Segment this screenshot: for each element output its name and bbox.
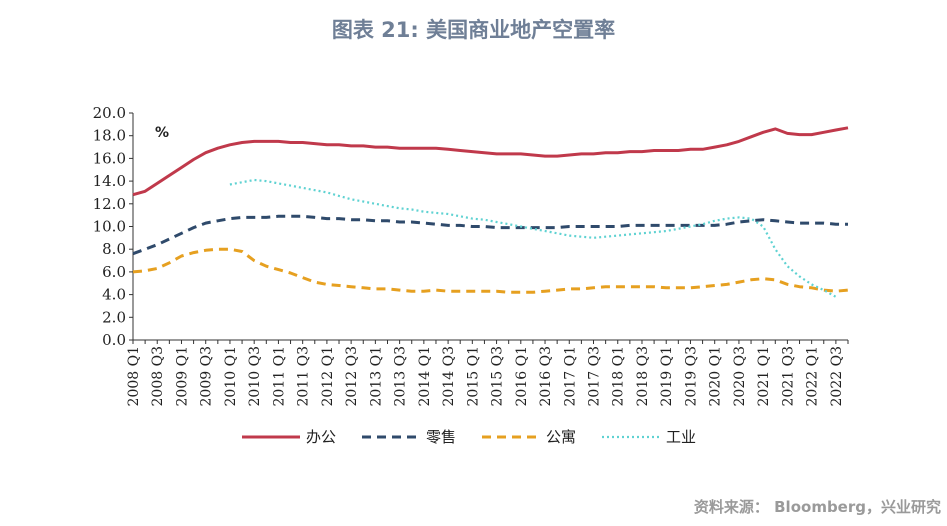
x-tick-label: 2012 Q1	[320, 346, 336, 406]
source-note: 资料来源： Bloomberg，兴业研究	[693, 498, 941, 516]
y-tick-label: 14.0	[93, 172, 126, 190]
x-tick-label: 2011 Q1	[271, 346, 287, 406]
x-tick-label: 2019 Q1	[659, 346, 675, 406]
unit-label: %	[155, 125, 169, 141]
chart-title: 图表 21: 美国商业地产空置率	[331, 18, 616, 42]
x-tick-label: 2018 Q3	[635, 346, 651, 406]
x-tick-label: 2018 Q1	[611, 346, 627, 406]
series-line-公寓	[132, 247, 849, 294]
y-tick-label: 0.0	[102, 331, 126, 349]
x-tick-label: 2017 Q1	[562, 346, 578, 406]
x-tick-label: 2009 Q3	[199, 346, 215, 406]
x-tick-label: 2014 Q1	[417, 346, 433, 406]
x-axis-ticks: 2008 Q1 2008 Q3 2009 Q1 2009 Q3 2010 Q1 2010 …	[126, 340, 849, 406]
y-tick-label: 16.0	[93, 149, 126, 167]
x-tick-label: 2013 Q3	[393, 346, 409, 406]
series-line-零售	[132, 214, 848, 256]
x-tick-label: 2008 Q1	[126, 346, 142, 406]
x-tick-label: 2014 Q3	[441, 346, 457, 406]
legend: 办公 零售 公寓 工业	[242, 428, 696, 446]
x-tick-label: 2019 Q3	[683, 346, 699, 406]
x-tick-label: 2021 Q3	[780, 346, 796, 406]
x-tick-label: 2010 Q3	[247, 346, 263, 406]
x-tick-label: 2020 Q3	[732, 346, 748, 406]
x-tick-label: 2013 Q1	[368, 346, 384, 406]
x-tick-label: 2009 Q1	[174, 346, 190, 406]
y-tick-label: 18.0	[93, 127, 126, 145]
legend-label-工业: 工业	[666, 428, 696, 446]
x-tick-label: 2012 Q3	[344, 346, 360, 406]
x-tick-label: 2016 Q3	[538, 346, 554, 406]
y-tick-label: 8.0	[102, 240, 126, 258]
series-line-办公	[132, 126, 849, 197]
y-tick-label: 2.0	[102, 308, 126, 326]
x-tick-label: 2010 Q1	[223, 346, 239, 406]
legend-label-办公: 办公	[306, 428, 336, 446]
y-axis-ticks: 0.0 2.0 4.0 6.0 8.0 10.0 12.0 14.0 16.0 18.0 20.0	[93, 104, 133, 349]
x-tick-label: 2017 Q3	[587, 346, 603, 406]
series-lines	[132, 126, 849, 298]
x-tick-label: 2016 Q1	[514, 346, 530, 406]
y-tick-label: 4.0	[102, 286, 126, 304]
y-tick-label: 6.0	[102, 263, 126, 281]
x-tick-label: 2020 Q1	[708, 346, 724, 406]
x-tick-label: 2015 Q3	[490, 346, 506, 406]
x-tick-label: 2022 Q3	[829, 346, 845, 406]
x-tick-label: 2008 Q3	[150, 346, 166, 406]
series-line-工业	[229, 178, 837, 298]
y-tick-label: 20.0	[93, 104, 126, 122]
y-tick-label: 10.0	[93, 218, 126, 236]
x-tick-label: 2015 Q1	[465, 346, 481, 406]
x-tick-label: 2022 Q1	[805, 346, 821, 406]
legend-label-公寓: 公寓	[546, 428, 576, 446]
legend-label-零售: 零售	[426, 428, 456, 446]
x-tick-label: 2011 Q3	[296, 346, 312, 406]
x-tick-label: 2021 Q1	[756, 346, 772, 406]
y-tick-label: 12.0	[93, 195, 126, 213]
